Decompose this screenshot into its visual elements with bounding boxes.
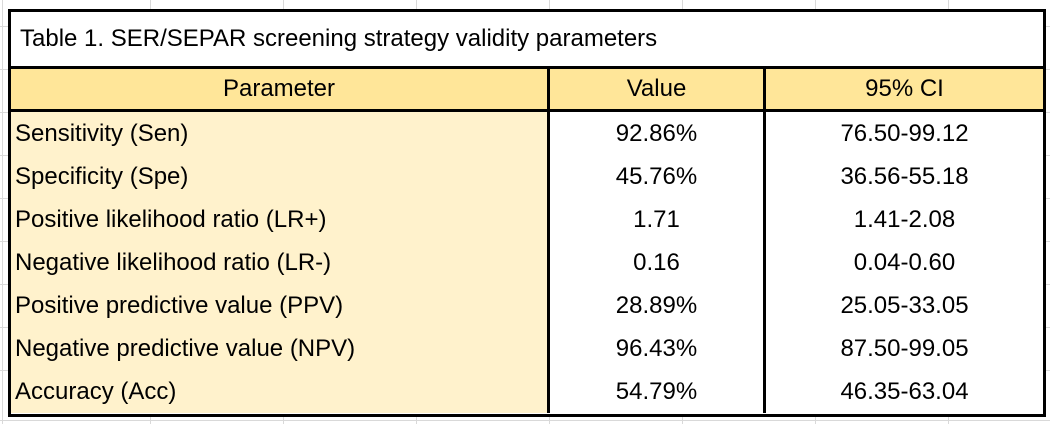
- header-parameter: Parameter: [11, 69, 550, 109]
- table-row: Negative likelihood ratio (LR-) 0.16 0.0…: [11, 241, 1043, 284]
- param-cell: Specificity (Spe): [11, 155, 550, 198]
- header-value: Value: [550, 69, 766, 109]
- ci-cell: 87.50-99.05: [766, 327, 1043, 370]
- param-cell: Positive likelihood ratio (LR+): [11, 198, 550, 241]
- value-cell: 96.43%: [550, 327, 766, 370]
- spreadsheet-gridline: [0, 420, 1050, 421]
- ci-cell: 25.05-33.05: [766, 284, 1043, 327]
- ci-cell: 46.35-63.04: [766, 370, 1043, 413]
- value-cell: 28.89%: [550, 284, 766, 327]
- param-cell: Accuracy (Acc): [11, 370, 550, 413]
- value-cell: 45.76%: [550, 155, 766, 198]
- ci-cell: 0.04-0.60: [766, 241, 1043, 284]
- validity-parameters-table: Table 1. SER/SEPAR screening strategy va…: [8, 9, 1046, 417]
- param-cell: Positive predictive value (PPV): [11, 284, 550, 327]
- ci-cell: 1.41-2.08: [766, 198, 1043, 241]
- table-row: Negative predictive value (NPV) 96.43% 8…: [11, 327, 1043, 370]
- spreadsheet-gridline: [2, 0, 3, 424]
- value-cell: 92.86%: [550, 112, 766, 155]
- ci-cell: 76.50-99.12: [766, 112, 1043, 155]
- value-cell: 0.16: [550, 241, 766, 284]
- table-row: Sensitivity (Sen) 92.86% 76.50-99.12: [11, 112, 1043, 155]
- table-row: Specificity (Spe) 45.76% 36.56-55.18: [11, 155, 1043, 198]
- value-cell: 54.79%: [550, 370, 766, 413]
- param-cell: Sensitivity (Sen): [11, 112, 550, 155]
- ci-cell: 36.56-55.18: [766, 155, 1043, 198]
- table-row: Positive predictive value (PPV) 28.89% 2…: [11, 284, 1043, 327]
- table-row: Positive likelihood ratio (LR+) 1.71 1.4…: [11, 198, 1043, 241]
- table-title: Table 1. SER/SEPAR screening strategy va…: [11, 12, 1043, 69]
- table-title-text: Table 1. SER/SEPAR screening strategy va…: [20, 25, 658, 52]
- param-cell: Negative predictive value (NPV): [11, 327, 550, 370]
- param-cell: Negative likelihood ratio (LR-): [11, 241, 550, 284]
- table-header-row: Parameter Value 95% CI: [11, 69, 1043, 112]
- header-95ci: 95% CI: [865, 75, 944, 102]
- table-row: Accuracy (Acc) 54.79% 46.35-63.04: [11, 370, 1043, 413]
- value-cell: 1.71: [550, 198, 766, 241]
